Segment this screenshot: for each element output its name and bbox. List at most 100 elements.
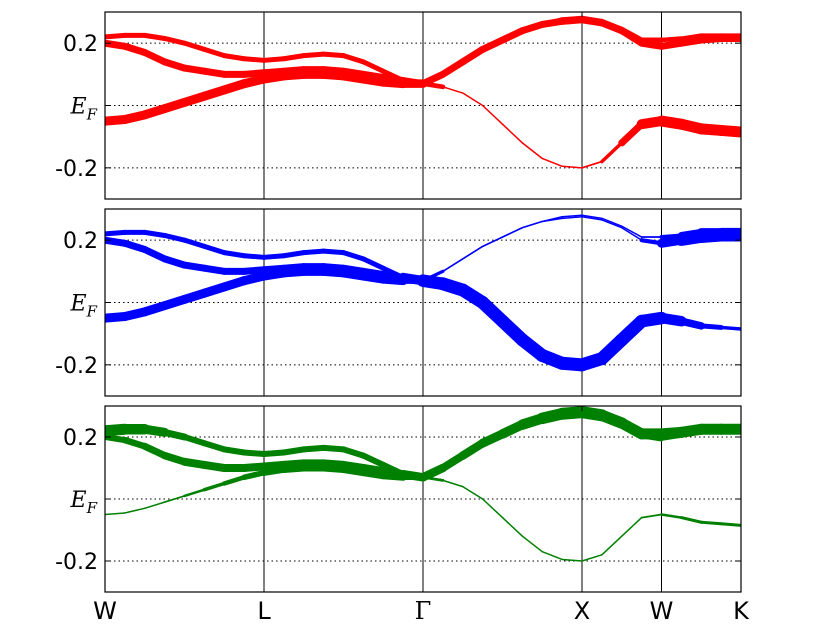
band-panel-2: 0.2 EF -0.2 [55,208,742,397]
band-segment [321,248,346,256]
band-segment [162,35,187,46]
band-segment [281,53,307,62]
x-tick-label: X [574,597,590,625]
y-tick-label-fermi: EF [70,95,98,124]
band-segment [261,253,287,260]
band-segment [321,51,346,59]
band-segment [221,446,248,456]
band-segment [161,428,188,441]
band-segment [182,237,207,249]
band-segment [481,104,504,125]
band-segment [459,439,486,459]
band-segment [183,488,206,498]
band-panel-3: 0.2 EF -0.2 [55,405,742,593]
band-segment [421,269,445,283]
band-segment [201,440,228,453]
band-segment [360,256,386,271]
band-segment [719,522,741,527]
band-segment [201,243,227,256]
band-segment [280,446,307,456]
band-segment [142,229,168,238]
band-segment [241,253,267,260]
band-segment [300,444,327,453]
band-segment [499,27,526,44]
band-segment [601,217,623,227]
band-segment [241,56,267,63]
band-segment [462,92,484,107]
band-segment [162,232,187,243]
band-segment [301,51,327,59]
band-segment [340,446,367,459]
band-segment [360,452,387,468]
band-segment [600,141,624,164]
band-segment [640,513,663,519]
band-segment [659,36,684,43]
band-segment [581,214,603,220]
band-segment [341,53,366,65]
band-segment [442,258,464,273]
band-segment [561,558,583,562]
y-tick-label: -0.2 [55,354,98,379]
band-segment [561,216,583,220]
band-segment [719,325,741,331]
band-segment [379,472,407,481]
band-segment [680,433,702,438]
band-segment [221,53,247,62]
band-segment [481,236,504,248]
y-tick-label: 0.2 [63,229,98,254]
band-segment [439,58,467,78]
band-segment [699,520,723,526]
y-tick-label: 0.2 [63,32,98,57]
band-segment [559,411,585,418]
band-segment [481,498,504,519]
band-segment [581,554,603,562]
band-segment [601,219,623,229]
band-segment [301,248,327,256]
x-tick-label: L [257,597,271,625]
band-segment [105,229,128,237]
band-segment [378,274,408,286]
band-segment [621,516,643,537]
band-segment [479,36,506,53]
band-segment [181,434,208,447]
band-segment [320,444,347,453]
band-segment [561,214,583,218]
band-segment [698,323,724,330]
band-segment [341,250,366,262]
band-segment [439,451,467,472]
band-segment [202,481,226,492]
band-segment [459,45,487,66]
x-tick-label: W [93,597,117,625]
band-segment [201,46,227,59]
band-segment [621,226,643,241]
band-segment [599,414,625,428]
band-segment [222,475,247,486]
y-tick-label-fermi: EF [70,292,98,321]
band-segment [618,27,646,47]
band-segment [241,449,267,458]
band-segment [677,317,705,330]
band-segment [442,479,464,488]
band-3 [105,464,741,562]
band-segment [501,516,524,537]
band-segment [541,157,563,168]
band-segment [519,415,545,428]
band-segment [501,123,524,144]
band-segment [261,449,287,458]
band-segment [141,49,169,66]
band-segment [462,245,484,260]
band-segment [715,124,741,138]
band-segment [619,422,644,440]
band-segment [700,431,722,435]
band-segment [621,225,643,238]
band-segment [598,19,626,35]
band-segment [163,495,186,503]
band-segment [541,217,563,223]
y-tick-label: -0.2 [55,157,98,182]
band-segment [660,436,683,441]
band-3 [105,216,741,323]
band-segment [581,160,603,169]
band-segment [182,40,207,52]
band-segment [679,516,703,524]
